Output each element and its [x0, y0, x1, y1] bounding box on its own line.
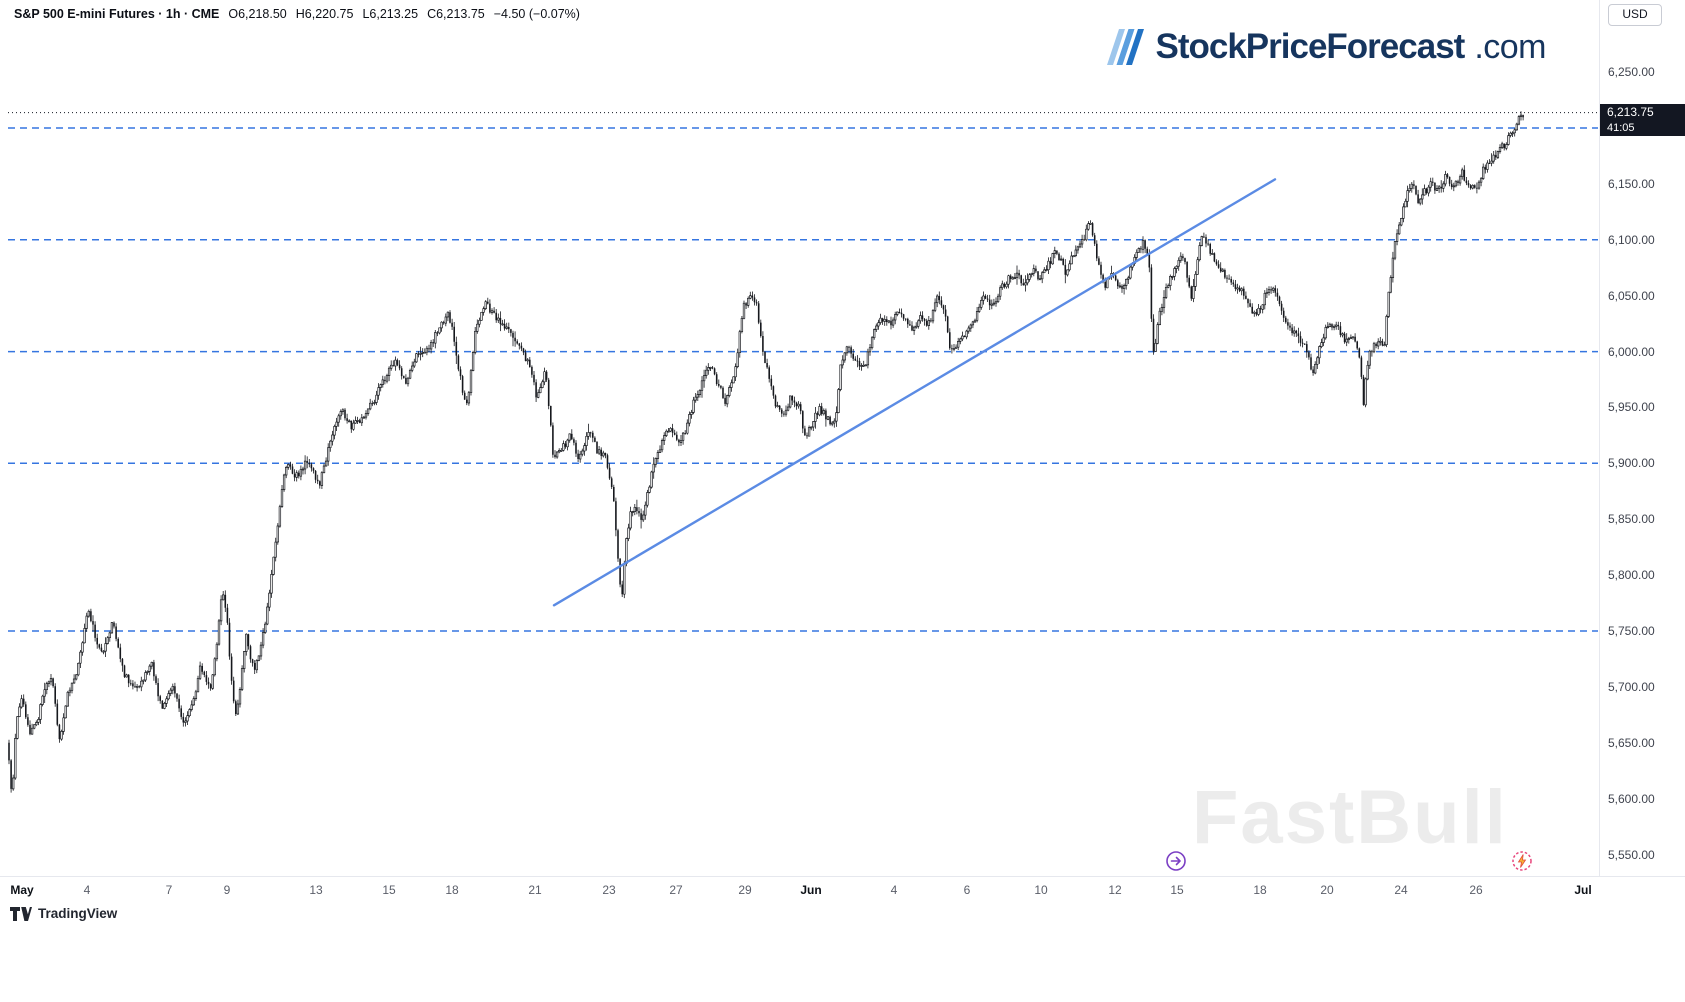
x-axis-label: 18	[445, 883, 459, 897]
x-axis-label: 26	[1469, 883, 1483, 897]
x-axis-label: 10	[1034, 883, 1048, 897]
y-axis-label: 5,800.00	[1608, 568, 1655, 583]
x-axis-label: 15	[382, 883, 396, 897]
y-axis-label: 6,250.00	[1608, 65, 1655, 80]
y-axis-label: 6,050.00	[1608, 288, 1655, 303]
legend: S&P 500 E-mini Futures · 1h · CME O6,218…	[14, 7, 580, 21]
brand-logo: StockPriceForecast .com	[1107, 27, 1546, 67]
x-axis-label: May	[10, 883, 34, 897]
lightning-marker-icon[interactable]	[1511, 850, 1533, 872]
x-axis-label: 24	[1394, 883, 1408, 897]
price-axis[interactable]: USD 6,250.006,200.006,150.006,100.006,05…	[1599, 0, 1685, 876]
x-axis-label: 9	[223, 883, 231, 897]
tradingview-attribution[interactable]: TradingView	[10, 906, 117, 921]
x-axis-label: 6	[963, 883, 971, 897]
x-axis-label: 7	[165, 883, 173, 897]
y-axis-label: 5,700.00	[1608, 679, 1655, 694]
last-price-label: 6,213.75	[1600, 104, 1685, 122]
tradingview-logo-icon	[10, 906, 32, 921]
brand-slashes-icon	[1107, 29, 1145, 65]
y-axis-label: 6,150.00	[1608, 176, 1655, 191]
y-axis-label: 5,950.00	[1608, 400, 1655, 415]
x-axis-label: 4	[83, 883, 91, 897]
y-axis-label: 5,850.00	[1608, 512, 1655, 527]
y-axis-label: 5,600.00	[1608, 791, 1655, 806]
ohlc-high: H6,220.75	[295, 7, 354, 21]
y-axis-label: 5,650.00	[1608, 735, 1655, 750]
x-axis-label: Jul	[1574, 883, 1592, 897]
x-axis-label: 29	[738, 883, 752, 897]
y-axis-label: 6,000.00	[1608, 344, 1655, 359]
countdown-label: 41:05	[1600, 121, 1685, 137]
ohlc-low: L6,213.25	[362, 7, 419, 21]
y-axis-label: 6,100.00	[1608, 232, 1655, 247]
x-axis-label: 12	[1108, 883, 1122, 897]
x-axis-label: 15	[1170, 883, 1184, 897]
ohlc-open: O6,218.50	[228, 7, 287, 21]
y-axis-label: 5,550.00	[1608, 847, 1655, 862]
y-axis-label: 5,750.00	[1608, 624, 1655, 638]
x-axis-label: Jun	[800, 883, 822, 897]
y-axis-label: 5,900.00	[1608, 456, 1655, 471]
x-axis-label: 21	[528, 883, 542, 897]
ohlc-close: C6,213.75	[427, 7, 485, 21]
currency-button[interactable]: USD	[1608, 4, 1662, 26]
brand-tld: .com	[1474, 27, 1546, 66]
x-axis-label: 27	[669, 883, 683, 897]
x-axis-label: 4	[890, 883, 898, 897]
time-axis[interactable]: May 4 7 9 13 15 18 21 23 27 29 Jun 4 6 10 12 15 18 20 24 26 J…	[0, 876, 1685, 903]
brand-name: StockPriceForecast	[1155, 27, 1465, 66]
x-axis-label: 20	[1320, 883, 1334, 897]
symbol-title[interactable]: S&P 500 E-mini Futures · 1h · CME	[14, 7, 220, 21]
tradingview-attribution-label: TradingView	[38, 906, 118, 921]
x-axis-label: 18	[1253, 883, 1267, 897]
x-axis-label: 13	[309, 883, 323, 897]
fastbull-watermark: FastBull	[1192, 775, 1508, 860]
ohlc-change: −4.50 (−0.07%)	[493, 7, 580, 21]
circular-arrow-marker-icon[interactable]	[1165, 850, 1187, 872]
x-axis-label: 23	[602, 883, 616, 897]
